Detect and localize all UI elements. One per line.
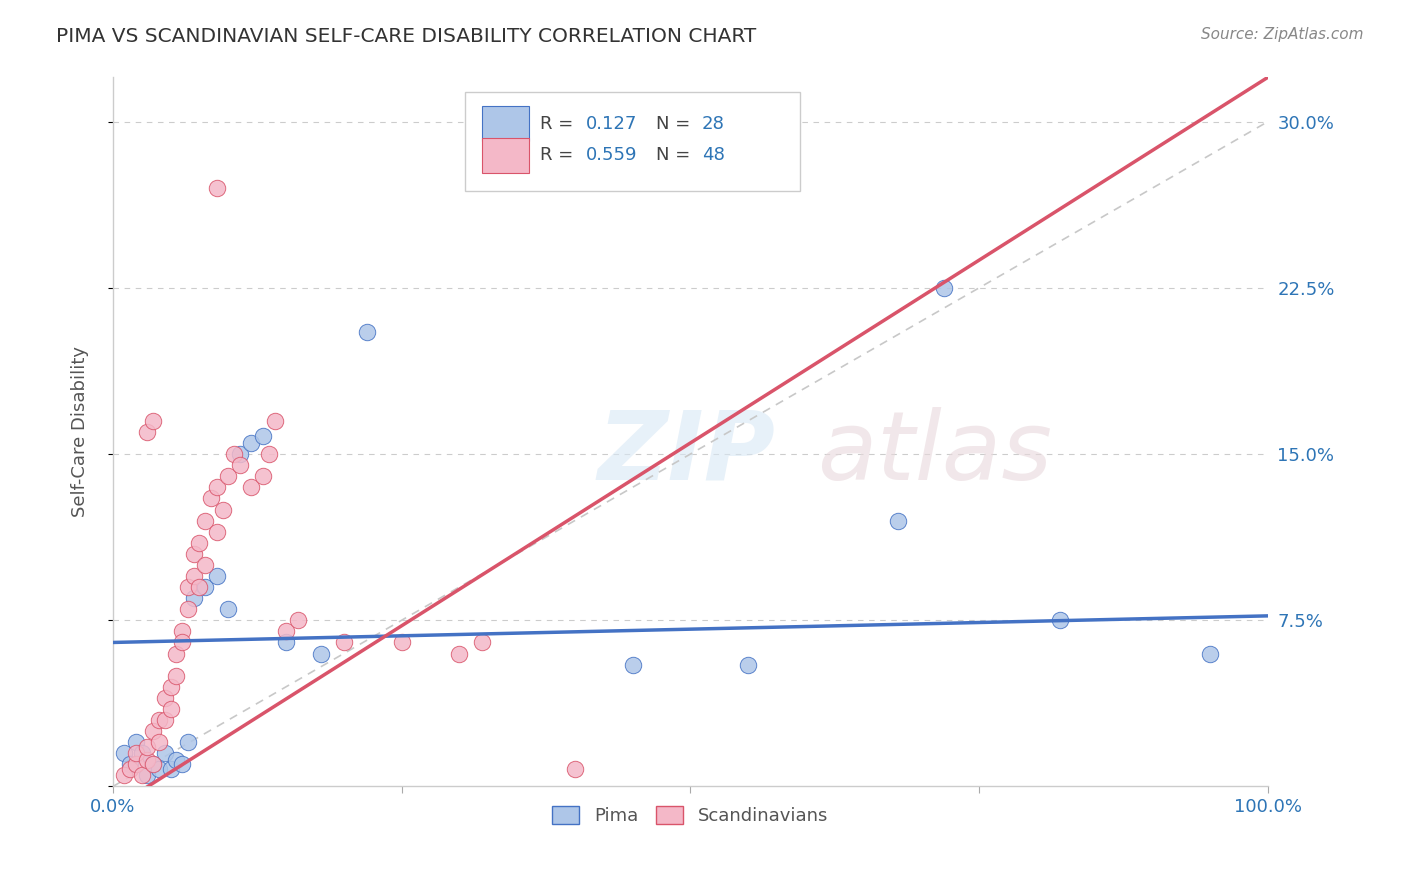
Point: [252, 469, 274, 483]
Point: [112, 768, 135, 782]
Point: [188, 580, 211, 594]
Text: 0.127: 0.127: [586, 114, 638, 133]
Point: [142, 724, 165, 739]
Point: [287, 613, 309, 627]
Point: [205, 569, 228, 583]
Point: [205, 480, 228, 494]
Point: [194, 514, 217, 528]
Point: [183, 591, 205, 606]
Point: [172, 624, 194, 639]
Point: [148, 735, 170, 749]
Point: [229, 458, 252, 473]
Point: [148, 762, 170, 776]
Point: [391, 635, 413, 649]
Point: [737, 657, 759, 672]
Text: PIMA VS SCANDINAVIAN SELF-CARE DISABILITY CORRELATION CHART: PIMA VS SCANDINAVIAN SELF-CARE DISABILIT…: [56, 27, 756, 45]
Point: [153, 690, 176, 705]
Point: [224, 447, 246, 461]
Point: [211, 502, 233, 516]
Point: [205, 524, 228, 539]
Point: [177, 735, 200, 749]
Point: [188, 535, 211, 549]
Point: [240, 436, 263, 450]
Point: [125, 746, 148, 760]
Y-axis label: Self-Care Disability: Self-Care Disability: [72, 346, 89, 517]
Text: N =: N =: [655, 114, 696, 133]
Point: [136, 753, 159, 767]
Point: [217, 602, 239, 616]
Point: [177, 602, 200, 616]
Point: [887, 514, 910, 528]
Point: [1199, 647, 1222, 661]
Point: [183, 547, 205, 561]
Point: [934, 281, 956, 295]
Point: [172, 757, 194, 772]
Point: [205, 181, 228, 195]
Point: [274, 624, 297, 639]
Point: [136, 768, 159, 782]
Point: [621, 657, 644, 672]
Point: [148, 713, 170, 727]
Point: [263, 414, 285, 428]
Text: 0.559: 0.559: [586, 146, 638, 164]
Text: Source: ZipAtlas.com: Source: ZipAtlas.com: [1201, 27, 1364, 42]
Point: [257, 447, 280, 461]
Point: [309, 647, 332, 661]
Point: [136, 739, 159, 754]
Point: [131, 768, 153, 782]
Point: [125, 735, 148, 749]
Point: [159, 680, 181, 694]
Point: [177, 580, 200, 594]
Text: 48: 48: [702, 146, 724, 164]
FancyBboxPatch shape: [465, 92, 800, 191]
Text: R =: R =: [540, 114, 579, 133]
Point: [200, 491, 222, 506]
Point: [1049, 613, 1071, 627]
Text: R =: R =: [540, 146, 579, 164]
Text: atlas: atlas: [817, 407, 1052, 500]
Point: [136, 425, 159, 439]
Point: [229, 447, 252, 461]
Point: [194, 558, 217, 572]
Point: [142, 757, 165, 772]
Point: [165, 647, 187, 661]
Point: [449, 647, 471, 661]
Point: [142, 757, 165, 772]
Point: [240, 480, 263, 494]
Text: ZIP: ZIP: [598, 407, 776, 500]
Point: [356, 325, 378, 339]
Point: [153, 713, 176, 727]
Point: [172, 635, 194, 649]
Point: [471, 635, 494, 649]
Point: [165, 669, 187, 683]
Point: [120, 757, 142, 772]
Point: [194, 580, 217, 594]
Point: [112, 746, 135, 760]
Text: N =: N =: [655, 146, 696, 164]
Point: [183, 569, 205, 583]
Point: [165, 753, 187, 767]
Point: [159, 702, 181, 716]
Text: 28: 28: [702, 114, 724, 133]
Point: [274, 635, 297, 649]
Point: [125, 757, 148, 772]
Legend: Pima, Scandinavians: Pima, Scandinavians: [543, 797, 837, 834]
Point: [564, 762, 586, 776]
Point: [120, 762, 142, 776]
FancyBboxPatch shape: [482, 106, 529, 141]
FancyBboxPatch shape: [482, 137, 529, 173]
Point: [252, 429, 274, 443]
Point: [159, 762, 181, 776]
Point: [217, 469, 239, 483]
Point: [131, 746, 153, 760]
Point: [142, 414, 165, 428]
Point: [333, 635, 356, 649]
Point: [153, 746, 176, 760]
